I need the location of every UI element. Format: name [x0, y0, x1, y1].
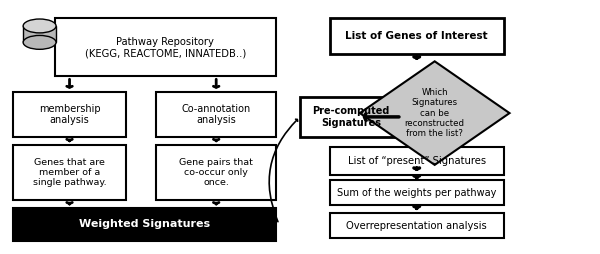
FancyBboxPatch shape	[13, 92, 127, 137]
FancyBboxPatch shape	[330, 213, 503, 238]
FancyArrowPatch shape	[269, 119, 298, 222]
Ellipse shape	[23, 35, 56, 49]
Polygon shape	[360, 61, 509, 165]
FancyBboxPatch shape	[300, 97, 402, 137]
Text: membership
analysis: membership analysis	[39, 104, 100, 125]
Text: Co-annotation
analysis: Co-annotation analysis	[182, 104, 251, 125]
Text: Gene pairs that
co-occur only
once.: Gene pairs that co-occur only once.	[179, 157, 253, 187]
Text: Overrepresentation analysis: Overrepresentation analysis	[346, 220, 487, 231]
FancyBboxPatch shape	[13, 208, 276, 241]
Text: Which
Signatures
can be
reconstructed
from the list?: Which Signatures can be reconstructed fr…	[404, 88, 464, 138]
Text: Pre-computed
Signatures: Pre-computed Signatures	[312, 106, 389, 128]
FancyBboxPatch shape	[330, 147, 503, 175]
FancyBboxPatch shape	[55, 18, 276, 76]
FancyBboxPatch shape	[157, 145, 276, 200]
Text: Genes that are
member of a
single pathway.: Genes that are member of a single pathwa…	[33, 157, 106, 187]
Ellipse shape	[23, 19, 56, 33]
FancyBboxPatch shape	[23, 26, 56, 42]
Text: List of “present” Signatures: List of “present” Signatures	[347, 156, 486, 166]
FancyBboxPatch shape	[13, 145, 127, 200]
FancyBboxPatch shape	[330, 180, 503, 205]
Text: List of Genes of Interest: List of Genes of Interest	[346, 31, 488, 41]
Text: Pathway Repository
(KEGG, REACTOME, INNATEDB..): Pathway Repository (KEGG, REACTOME, INNA…	[85, 37, 246, 58]
Text: Weighted Signatures: Weighted Signatures	[79, 219, 210, 229]
Text: Sum of the weights per pathway: Sum of the weights per pathway	[337, 188, 496, 198]
FancyBboxPatch shape	[157, 92, 276, 137]
FancyBboxPatch shape	[330, 18, 503, 54]
